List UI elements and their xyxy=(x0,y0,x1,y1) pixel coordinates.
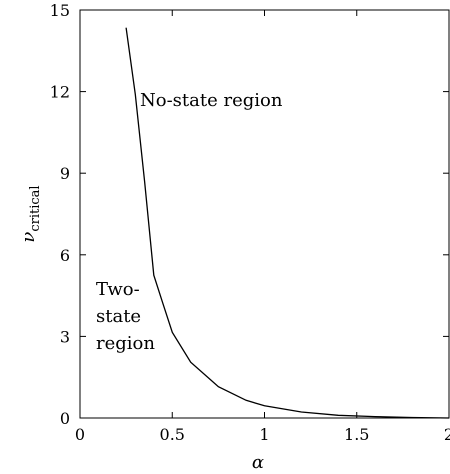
x-tick-label: 0 xyxy=(75,425,85,444)
y-axis-label: νcritical xyxy=(18,185,43,242)
plot-frame xyxy=(79,9,450,419)
y-tick-label: 9 xyxy=(60,164,70,183)
y-tick-label: 6 xyxy=(60,246,70,265)
annotation-two-state-line1: Two- xyxy=(96,279,140,300)
y-axis-label-main: ν xyxy=(18,232,39,243)
axis-ticks xyxy=(79,9,450,419)
annotation-two-state-line2: state xyxy=(96,306,141,327)
y-tick-label: 15 xyxy=(50,1,70,20)
x-axis-label: α xyxy=(252,452,264,473)
x-tick-label: 1 xyxy=(259,425,269,444)
y-axis-label-subscript: critical xyxy=(28,185,43,231)
x-tick-label: 0.5 xyxy=(160,425,185,444)
y-tick-label: 12 xyxy=(50,83,70,102)
x-tick-label: 1.5 xyxy=(344,425,369,444)
y-tick-label: 0 xyxy=(60,409,70,428)
x-tick-label: 2 xyxy=(444,425,450,444)
tick-labels: 0 0.5 1 1.5 2 0 3 6 9 12 15 xyxy=(50,1,450,444)
y-tick-label: 3 xyxy=(60,327,70,346)
series-line xyxy=(125,27,450,419)
annotation-two-state-line3: region xyxy=(96,333,155,354)
annotation-no-state: No-state region xyxy=(140,90,283,111)
